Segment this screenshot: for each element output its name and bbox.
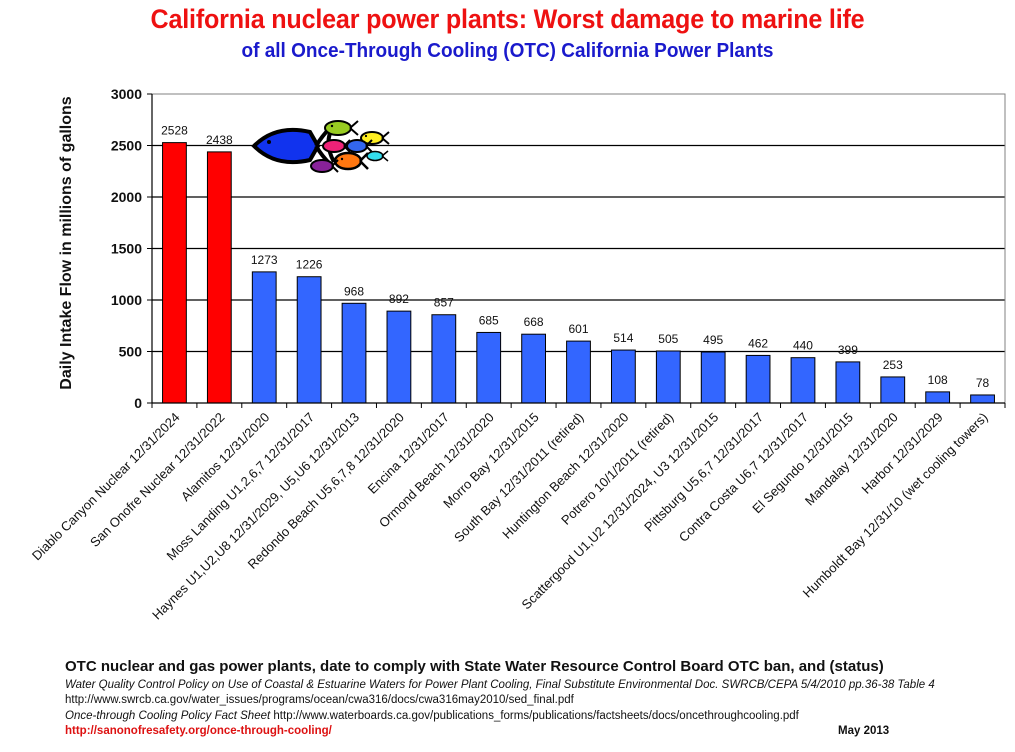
bar <box>745 354 771 404</box>
y-tick-label: 500 <box>119 344 143 360</box>
bar-chart: 0 500 1000 1500 2000 2500 3000 Diablo Canyon N… <box>29 86 1006 623</box>
value-label: 78 <box>976 376 990 390</box>
bar <box>566 340 591 404</box>
value-label: 495 <box>703 333 723 347</box>
value-label: 108 <box>928 373 948 387</box>
small-fish-green-icon <box>324 120 359 136</box>
small-fish-blue-icon <box>346 139 373 153</box>
y-tick-label: 2000 <box>111 189 142 205</box>
x-tick-label: Haynes U1,U2,U8 12/31/2029, U5,U6 12/31/… <box>149 410 362 623</box>
bar <box>476 331 502 404</box>
bar <box>700 351 726 404</box>
small-fish-yellow-icon <box>360 131 390 145</box>
value-label: 668 <box>524 315 544 329</box>
value-labels: 2528 2438 1273 1226 968 892 857 685 668 601 514 505… <box>161 124 989 390</box>
footer-source-title: Water Quality Control Policy on Use of C… <box>65 679 935 691</box>
axes <box>147 93 1006 408</box>
value-label: 2438 <box>206 133 233 147</box>
small-fish-pink-icon <box>322 139 351 153</box>
bar <box>162 142 187 404</box>
footer-link[interactable]: http://sanonofresafety.org/once-through-… <box>65 725 332 737</box>
value-label: 505 <box>658 332 678 346</box>
x-tick-label: Encina 12/31/2017 <box>365 410 452 497</box>
bar <box>521 333 547 404</box>
footer-source-url[interactable]: http://www.swrcb.ca.gov/water_issues/pro… <box>65 694 574 706</box>
value-label: 2528 <box>161 124 188 138</box>
small-fish-orange-icon <box>333 151 369 171</box>
bar <box>970 394 995 404</box>
bar <box>925 391 951 404</box>
bar <box>341 302 367 404</box>
value-label: 440 <box>793 339 813 353</box>
bar <box>206 151 232 404</box>
value-label: 253 <box>883 358 903 372</box>
gridlines <box>152 144 1005 353</box>
footer-factsheet-url[interactable]: http://www.waterboards.ca.gov/publicatio… <box>273 710 799 722</box>
value-label: 968 <box>344 284 364 298</box>
value-label: 1273 <box>251 253 278 267</box>
small-fish-cyan-icon <box>366 150 389 162</box>
small-fish-purple-icon <box>310 159 339 173</box>
value-label: 462 <box>748 336 768 350</box>
bar <box>790 357 816 404</box>
bar <box>386 310 412 404</box>
y-tick-label: 3000 <box>111 86 142 102</box>
chart-title: California nuclear power plants: Worst d… <box>150 4 865 34</box>
value-label: 514 <box>613 331 633 345</box>
footer-heading: OTC nuclear and gas power plants, date t… <box>65 658 884 675</box>
bar <box>835 361 861 404</box>
footer-date: May 2013 <box>838 725 890 737</box>
footer-factsheet-title: Once-through Cooling Policy Fact Sheet <box>65 710 271 722</box>
value-label: 1226 <box>296 258 323 272</box>
y-tick-label: 0 <box>134 395 142 411</box>
bar <box>610 349 636 404</box>
fish-school-icon <box>251 120 390 173</box>
y-tick-label: 2500 <box>111 138 142 154</box>
value-label: 685 <box>479 313 499 327</box>
value-label: 892 <box>389 292 409 306</box>
value-label: 399 <box>838 343 858 357</box>
bar <box>296 276 322 404</box>
chart-subtitle: of all Once-Through Cooling (OTC) Califo… <box>241 40 774 62</box>
y-tick-label: 1000 <box>111 292 142 308</box>
y-axis-label: Daily Intake Flow in millions of gallons <box>58 96 75 389</box>
y-tick-label: 1500 <box>111 241 142 257</box>
bar <box>880 376 906 404</box>
bars <box>162 142 995 404</box>
bar <box>431 314 457 404</box>
value-label: 601 <box>568 322 588 336</box>
bar <box>251 271 277 404</box>
bar <box>655 350 681 404</box>
value-label: 857 <box>434 296 454 310</box>
footer-factsheet: Once-through Cooling Policy Fact Sheet h… <box>65 710 799 722</box>
x-tick-label: Harbor 12/31/2029 <box>859 410 946 497</box>
y-tick-labels: 0 500 1000 1500 2000 2500 3000 <box>111 86 142 411</box>
